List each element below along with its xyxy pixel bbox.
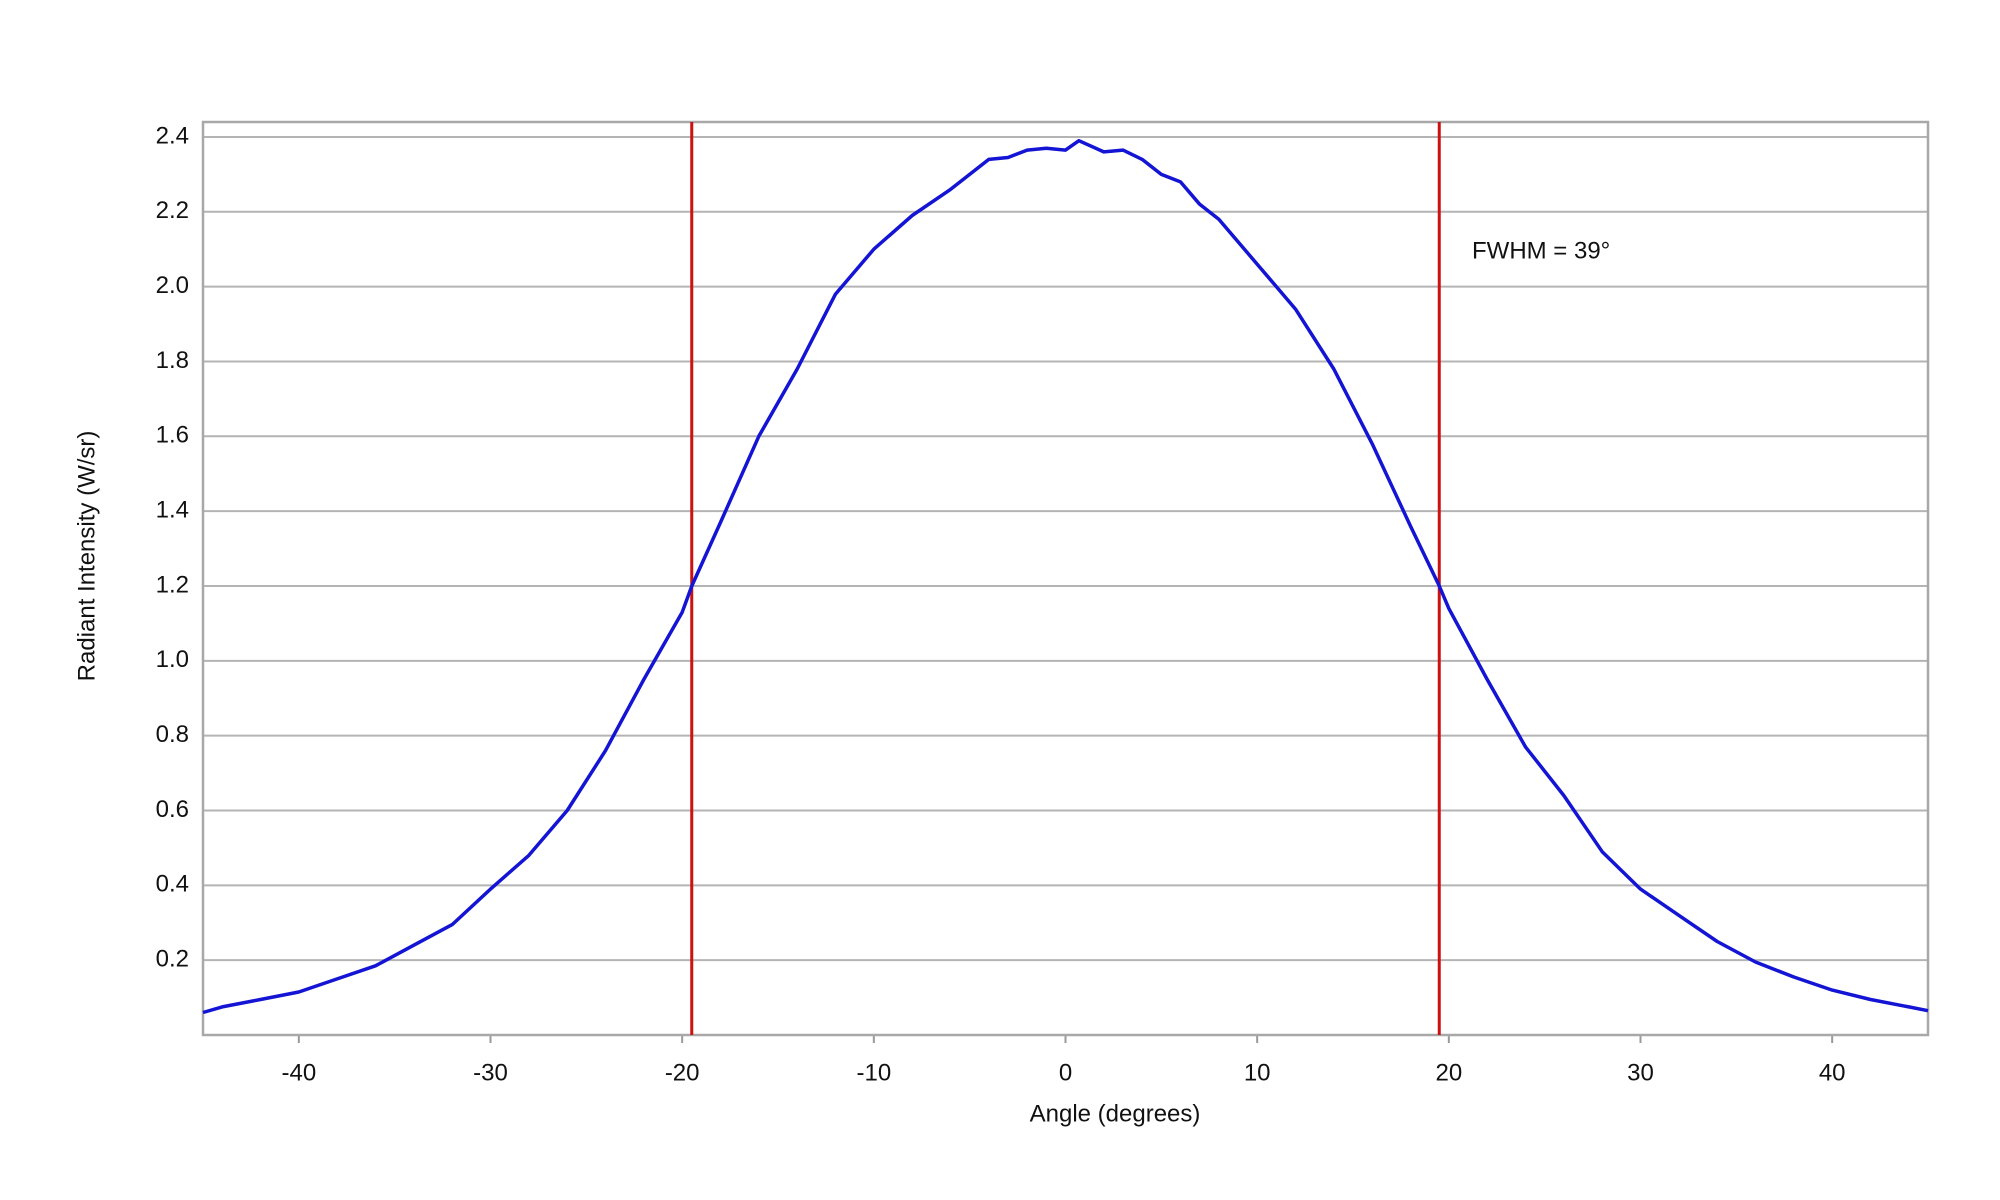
y-tick-label: 1.8 [156, 347, 189, 374]
y-tick-label: 1.4 [156, 496, 189, 523]
x-tick-label: 40 [1819, 1059, 1846, 1086]
x-tick-label: 20 [1435, 1059, 1462, 1086]
y-tick-label: 0.2 [156, 946, 189, 973]
x-tick-label: -20 [665, 1059, 700, 1086]
x-tick-label: -40 [281, 1059, 316, 1086]
y-tick-label: 2.4 [156, 122, 189, 149]
x-tick-label: 0 [1059, 1059, 1072, 1086]
y-tick-label: 1.0 [156, 646, 189, 673]
y-tick-label: 1.2 [156, 571, 189, 598]
y-tick-label: 2.0 [156, 272, 189, 299]
y-tick-label: 0.8 [156, 721, 189, 748]
y-axis-label: Radiant Intensity (W/sr) [73, 431, 100, 682]
annotation: FWHM = 39° [1472, 237, 1610, 264]
x-axis-label: Angle (degrees) [1030, 1100, 1201, 1127]
plot-frame [201, 120, 1930, 1037]
y-tick-label: 0.6 [156, 796, 189, 823]
x-tick-label: 10 [1244, 1059, 1271, 1086]
x-tick-label: 30 [1627, 1059, 1654, 1086]
x-tick-label: -30 [473, 1059, 508, 1086]
y-tick-label: 1.6 [156, 422, 189, 449]
y-tick-label: 0.4 [156, 871, 189, 898]
data-line [202, 138, 1929, 1015]
y-tick-label: 2.2 [156, 197, 189, 224]
x-tick-label: -10 [856, 1059, 891, 1086]
